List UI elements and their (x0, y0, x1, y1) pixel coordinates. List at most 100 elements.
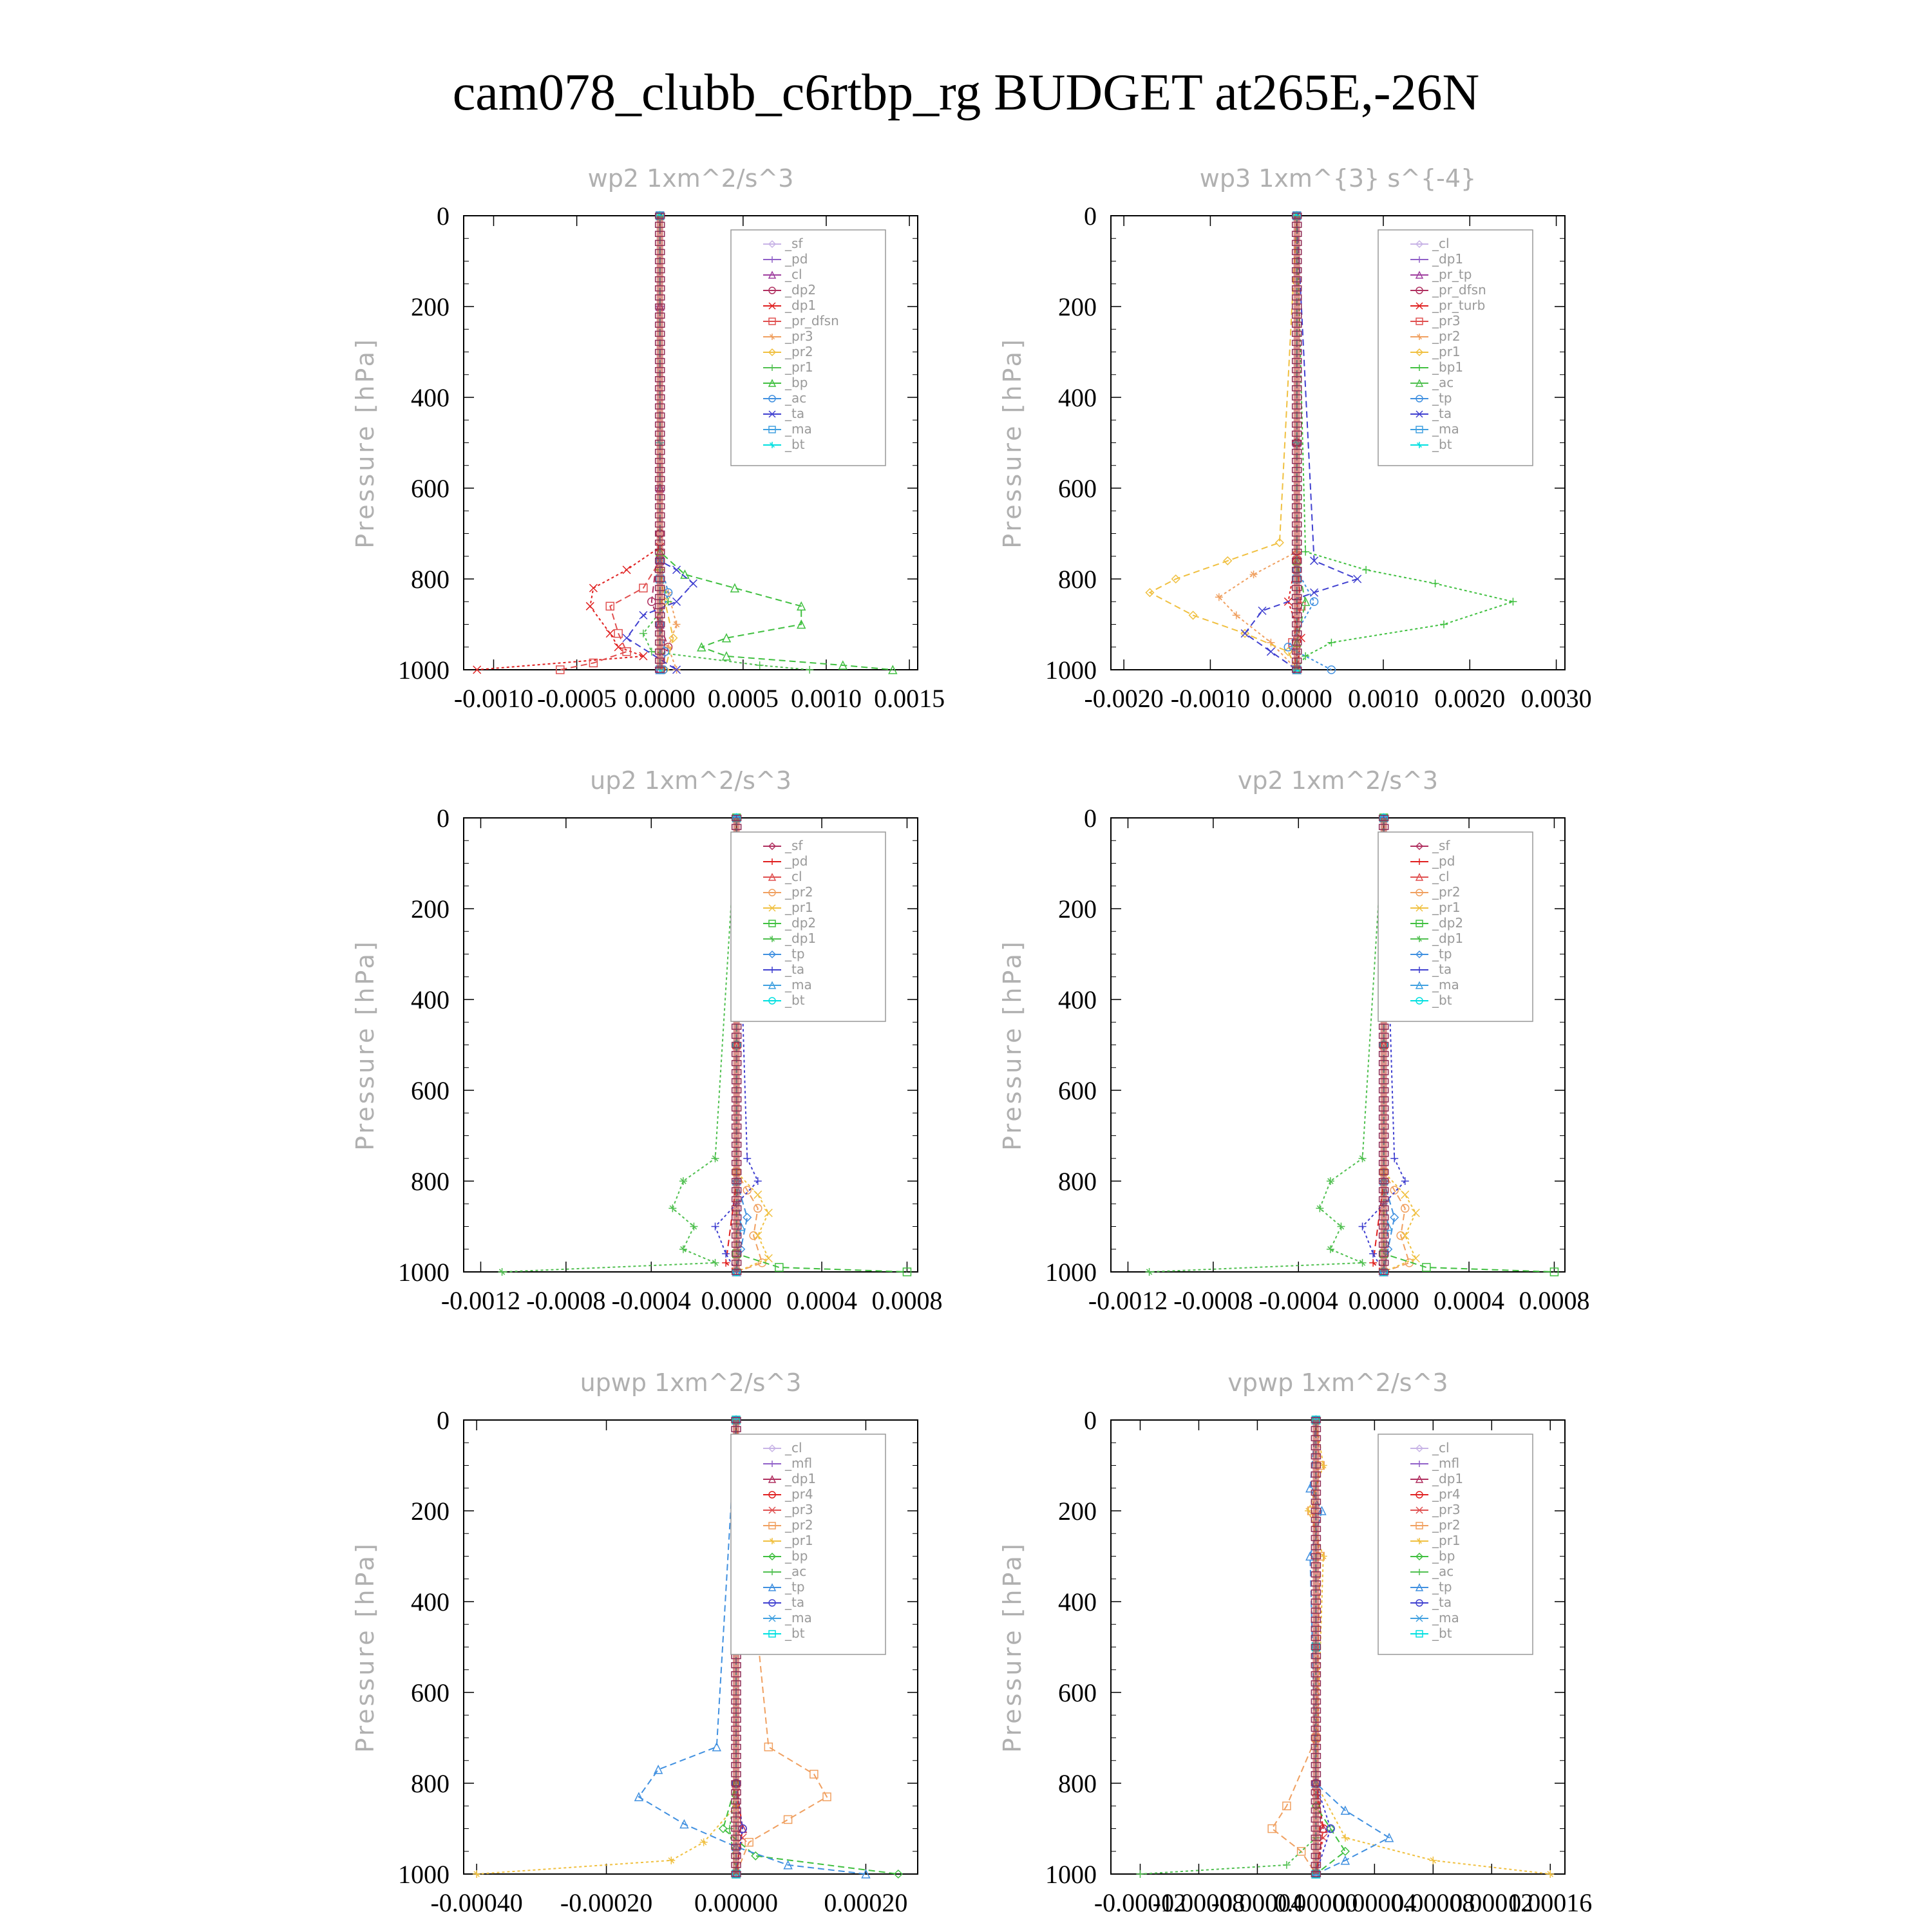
legend-marker (768, 410, 776, 418)
y-tick-label: 1000 (398, 1860, 450, 1889)
zero-line-marker (1378, 1105, 1389, 1112)
x-tick-label: -0.00008 (1153, 1888, 1245, 1917)
legend-marker (768, 920, 776, 927)
legend-marker (768, 317, 776, 325)
zero-line-marker (654, 548, 665, 555)
legend-marker (1415, 270, 1424, 279)
zero-line-marker (731, 1716, 741, 1723)
legend-label: _dp2 (784, 282, 816, 298)
zero-line-marker (1311, 1426, 1321, 1432)
zero-line-marker (731, 1041, 742, 1048)
zero-line-marker (654, 376, 665, 383)
zero-line-marker (731, 824, 742, 830)
y-tick-label: 200 (1058, 292, 1097, 321)
zero-line-marker (654, 412, 665, 419)
data-point (1310, 588, 1319, 597)
series-pr_dfsn (556, 211, 665, 674)
zero-line-marker (1291, 448, 1302, 455)
zero-line-marker (654, 294, 665, 301)
zero-line-marker (731, 1671, 741, 1678)
legend-marker (1416, 1522, 1423, 1530)
x-tick-label: 0.0000 (625, 684, 696, 713)
y-tick-label: 600 (1058, 1076, 1097, 1105)
data-point (1390, 1154, 1399, 1162)
legend-marker (768, 1491, 776, 1499)
series-ac (1136, 1416, 1320, 1878)
zero-line-marker (1311, 1798, 1321, 1804)
data-point (1358, 1154, 1367, 1162)
zero-line-marker (654, 476, 665, 482)
data-point (639, 629, 647, 638)
legend-label: _pr3 (784, 328, 813, 344)
zero-line-marker (731, 1023, 742, 1030)
data-point (1309, 597, 1319, 606)
zero-line-marker (654, 385, 665, 392)
legend-marker (1416, 889, 1423, 896)
legend-label: _cl (1432, 236, 1450, 251)
data-point (1296, 1847, 1306, 1856)
data-point (690, 1222, 698, 1231)
x-tick-label: 0.0004 (786, 1286, 857, 1315)
data-point (1369, 1249, 1378, 1258)
zero-line-marker (654, 603, 665, 610)
y-tick-label: 400 (411, 985, 450, 1014)
zero-line-marker (731, 1689, 741, 1696)
data-point (1340, 1805, 1350, 1815)
zero-line-marker (1291, 412, 1302, 419)
series-dp1 (498, 814, 741, 1276)
zero-line-marker (1291, 494, 1302, 500)
x-tick-label: -0.0020 (1084, 684, 1163, 713)
legend-marker (1416, 302, 1423, 310)
y-tick-label: 800 (411, 1769, 450, 1798)
zero-line-marker (1311, 1743, 1321, 1750)
zero-line-marker (1311, 1734, 1321, 1741)
zero-line-marker (1378, 1251, 1389, 1257)
zero-line-marker (1291, 503, 1302, 509)
legend-label: _dp1 (784, 1471, 816, 1486)
zero-line-marker (654, 330, 665, 337)
zero-line-marker (731, 1050, 742, 1057)
zero-line-marker (1311, 1843, 1321, 1850)
legend-label: _bt (1432, 437, 1452, 452)
data-point (1549, 1267, 1559, 1276)
zero-line-marker (1291, 339, 1302, 346)
zero-line-marker (1378, 1023, 1389, 1030)
zero-line-marker (731, 1178, 742, 1184)
data-point (806, 666, 814, 674)
legend-marker (1416, 1506, 1423, 1514)
data-point (711, 1258, 719, 1267)
data-point (1384, 1832, 1394, 1842)
legend-marker (768, 950, 777, 959)
data-point (1145, 1268, 1153, 1276)
zero-line-marker (1291, 249, 1302, 256)
legend-label: _mfl (1432, 1455, 1459, 1471)
legend-marker (1416, 997, 1423, 1005)
data-point (473, 1870, 481, 1878)
legend-marker (1416, 1630, 1423, 1638)
legend-marker (1415, 1583, 1424, 1591)
data-point (893, 1869, 903, 1879)
x-tick-label: -0.0008 (526, 1286, 605, 1315)
chart-panel-5: upwp 1xm^2/s^3 0 200 400 600 800 1000-0.00040 -… (351, 1368, 918, 1917)
zero-line-marker (731, 1680, 741, 1687)
zero-line-marker (1291, 558, 1302, 564)
zero-line-marker (1311, 1580, 1321, 1587)
y-tick-label: 600 (1058, 474, 1097, 503)
zero-line-marker (731, 1241, 742, 1248)
zero-line-marker (731, 815, 742, 821)
zero-line-marker (654, 585, 665, 591)
zero-line-marker (1311, 1598, 1321, 1605)
legend-marker (1416, 426, 1423, 433)
legend-marker (1415, 1552, 1424, 1561)
x-tick-label: 0.0008 (871, 1286, 942, 1315)
zero-line-marker (1311, 1853, 1321, 1859)
legend-marker (768, 1615, 776, 1622)
zero-line-marker (731, 1417, 741, 1423)
zero-line-marker (654, 494, 665, 500)
y-tick-label: 0 (1084, 1406, 1097, 1435)
y-tick-label: 600 (411, 474, 450, 503)
zero-line-marker (1291, 630, 1302, 637)
y-axis-label: Pressure [hPa] (351, 939, 379, 1151)
legend-label: _sf (784, 838, 803, 853)
data-point (744, 1837, 753, 1847)
